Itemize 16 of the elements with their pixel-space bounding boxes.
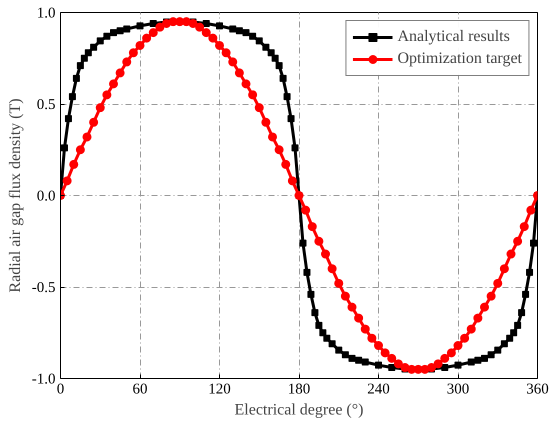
y-tick-label: 1.0 [36,6,56,22]
legend-label: Analytical results [397,28,510,46]
legend-label: Optimization target [397,50,522,68]
y-tick-label: 0.0 [36,188,56,204]
y-tick-label: -0.5 [32,280,56,296]
x-tick-label: 120 [208,382,231,398]
x-tick-label: 0 [56,382,64,398]
x-axis-title: Electrical degree (°) [234,402,364,418]
x-tick-label: 240 [367,382,390,398]
x-tick-label: 180 [288,382,310,398]
x-tick-label: 360 [526,382,549,398]
y-axis-title: Radial air gap flux density (T) [6,98,24,293]
y-tick-label: -1.0 [32,372,56,388]
x-tick-label: 300 [446,382,470,398]
y-tick-label: 0.5 [36,97,56,113]
x-tick-label: 60 [132,382,148,398]
